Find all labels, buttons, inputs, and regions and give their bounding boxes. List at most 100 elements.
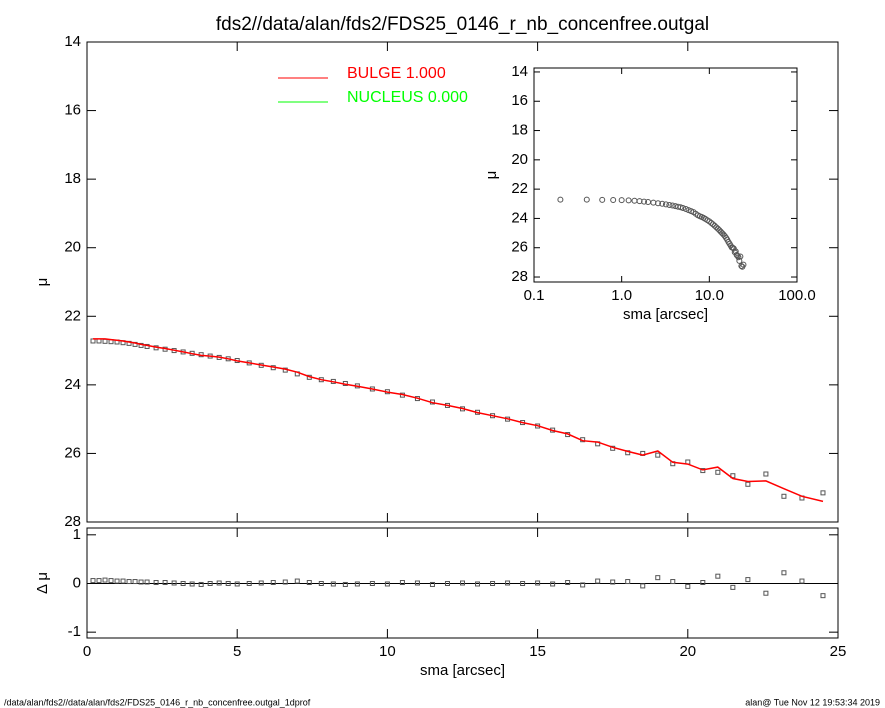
data-point bbox=[102, 338, 108, 344]
footer-right: alan@ Tue Nov 12 19:53:34 2019 bbox=[745, 697, 880, 707]
y-tick-label: 18 bbox=[511, 122, 528, 139]
data-point bbox=[670, 579, 676, 585]
data-point bbox=[429, 581, 435, 587]
data-point bbox=[180, 580, 186, 586]
y-tick-label: 20 bbox=[64, 239, 81, 256]
inset-background bbox=[534, 68, 797, 282]
legend-label: BULGE 1.000 bbox=[347, 65, 446, 82]
x-tick-label: 1.0 bbox=[611, 287, 632, 304]
data-point bbox=[625, 197, 632, 204]
data-point bbox=[342, 581, 348, 587]
plot-frame bbox=[86, 41, 839, 523]
plot-frame bbox=[86, 527, 839, 639]
data-point bbox=[258, 580, 264, 586]
data-point bbox=[715, 469, 721, 475]
data-point bbox=[306, 580, 312, 586]
data-point bbox=[662, 201, 669, 208]
data-point bbox=[610, 579, 616, 585]
data-point bbox=[475, 581, 481, 587]
x-axis-label: sma [arcsec] bbox=[623, 306, 708, 323]
data-point bbox=[198, 581, 204, 587]
legend-label: NUCLEUS 0.000 bbox=[347, 89, 468, 106]
data-point bbox=[709, 221, 716, 228]
data-point bbox=[599, 196, 606, 203]
data-point bbox=[763, 471, 769, 477]
data-point bbox=[595, 578, 601, 584]
x-tick-label: 5 bbox=[233, 643, 241, 660]
y-tick-label: 26 bbox=[64, 444, 81, 461]
y-tick-label: 14 bbox=[511, 63, 528, 80]
data-point bbox=[711, 222, 718, 229]
data-point bbox=[126, 579, 132, 585]
data-point bbox=[618, 197, 625, 204]
y-tick-label: 22 bbox=[511, 180, 528, 197]
data-point bbox=[682, 206, 689, 213]
x-tick-label: 0.1 bbox=[524, 287, 545, 304]
data-point bbox=[120, 578, 126, 584]
data-point bbox=[102, 577, 108, 583]
model-line bbox=[93, 338, 824, 503]
data-point bbox=[460, 580, 465, 586]
y-axis-label: μ bbox=[483, 171, 500, 180]
data-point bbox=[565, 580, 571, 586]
y-tick-label: 0 bbox=[73, 574, 81, 591]
y-tick-label: 24 bbox=[64, 376, 81, 393]
y-tick-label: 16 bbox=[511, 92, 528, 109]
plot-frame bbox=[533, 67, 798, 283]
data-point bbox=[580, 582, 586, 588]
data-point bbox=[132, 579, 138, 585]
data-point bbox=[557, 196, 564, 203]
data-point bbox=[399, 580, 405, 586]
data-point bbox=[655, 200, 662, 207]
data-point bbox=[708, 219, 715, 226]
data-point bbox=[138, 579, 144, 585]
data-point bbox=[740, 261, 747, 268]
data-point bbox=[655, 452, 661, 458]
y-axis-label: Δ μ bbox=[34, 572, 51, 594]
footer-left: /data/alan/fds2//data/alan/fds2/FDS25_01… bbox=[4, 697, 311, 707]
data-point bbox=[505, 580, 511, 586]
y-axis-label: μ bbox=[34, 278, 51, 287]
data-point bbox=[444, 580, 450, 586]
y-tick-label: 20 bbox=[511, 151, 528, 168]
data-point bbox=[330, 581, 336, 587]
data-point bbox=[520, 580, 526, 586]
data-point bbox=[781, 493, 787, 499]
data-point bbox=[640, 583, 646, 589]
data-point bbox=[234, 581, 240, 587]
data-point bbox=[820, 593, 826, 599]
data-point bbox=[162, 580, 168, 586]
x-axis-label: sma [arcsec] bbox=[420, 662, 505, 679]
data-point bbox=[737, 253, 744, 260]
data-point bbox=[369, 580, 375, 586]
data-point bbox=[763, 590, 769, 596]
data-point bbox=[679, 205, 686, 212]
data-point bbox=[225, 580, 231, 586]
data-point bbox=[700, 580, 706, 586]
x-tick-label: 20 bbox=[679, 643, 696, 660]
y-tick-label: 24 bbox=[511, 209, 528, 226]
data-point bbox=[685, 583, 691, 589]
y-tick-label: 26 bbox=[511, 239, 528, 256]
y-tick-label: -1 bbox=[68, 623, 81, 640]
data-point bbox=[270, 580, 276, 586]
data-point bbox=[669, 202, 676, 209]
data-point bbox=[820, 490, 826, 496]
data-point bbox=[171, 580, 177, 586]
data-point bbox=[641, 198, 648, 205]
data-point bbox=[745, 577, 751, 583]
data-point bbox=[490, 580, 496, 586]
data-point bbox=[384, 581, 390, 587]
data-point bbox=[535, 580, 541, 586]
y-tick-label: 1 bbox=[73, 526, 81, 543]
x-tick-label: 100.0 bbox=[778, 287, 816, 304]
y-tick-label: 28 bbox=[511, 268, 528, 285]
chart-title: fds2//data/alan/fds2/FDS25_0146_r_nb_con… bbox=[216, 14, 709, 35]
data-point bbox=[90, 578, 96, 584]
y-tick-label: 14 bbox=[64, 33, 81, 50]
y-tick-label: 18 bbox=[64, 170, 81, 187]
data-point bbox=[610, 196, 617, 203]
data-point bbox=[153, 580, 159, 586]
data-point bbox=[715, 573, 721, 579]
